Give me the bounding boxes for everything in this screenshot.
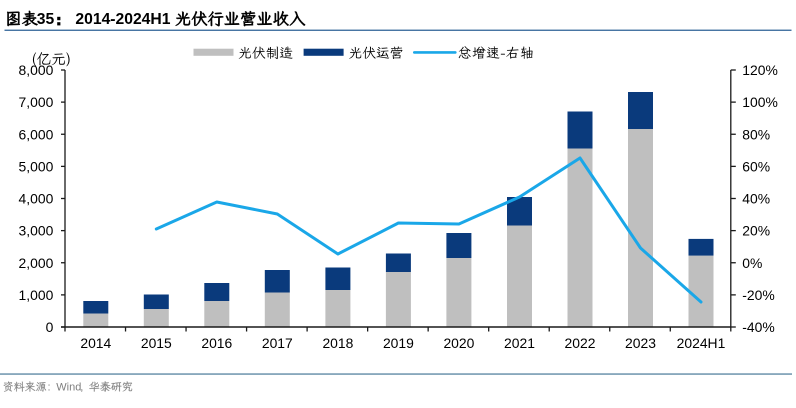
svg-text:0: 0 (46, 319, 54, 335)
svg-text:5,000: 5,000 (19, 158, 54, 174)
svg-text:,: , (80, 382, 83, 394)
svg-text:2019: 2019 (383, 335, 414, 351)
svg-text:4,000: 4,000 (19, 191, 54, 207)
svg-text:0%: 0% (742, 255, 762, 271)
svg-text:2,000: 2,000 (19, 255, 54, 271)
svg-text::: : (48, 382, 51, 394)
svg-text:20%: 20% (742, 223, 770, 239)
svg-text:2021: 2021 (504, 335, 535, 351)
svg-text:3,000: 3,000 (19, 223, 54, 239)
svg-text:80%: 80% (742, 126, 770, 142)
svg-text:35: 35 (37, 11, 55, 28)
svg-text:-20%: -20% (742, 287, 774, 303)
svg-text:7,000: 7,000 (19, 94, 54, 110)
svg-text:60%: 60% (742, 158, 770, 174)
svg-text:2016: 2016 (201, 335, 232, 351)
svg-text:6,000: 6,000 (19, 126, 54, 142)
svg-text:2014: 2014 (80, 335, 111, 351)
svg-text:1,000: 1,000 (19, 287, 54, 303)
svg-text:2020: 2020 (443, 335, 474, 351)
svg-text:2022: 2022 (565, 335, 596, 351)
svg-text:2017: 2017 (262, 335, 293, 351)
svg-text:2018: 2018 (322, 335, 353, 351)
svg-text:Wind: Wind (56, 382, 81, 394)
svg-text:-40%: -40% (742, 319, 774, 335)
svg-text:2024H1: 2024H1 (677, 335, 726, 351)
svg-text:2023: 2023 (625, 335, 656, 351)
svg-text:2014-2024H1: 2014-2024H1 (75, 11, 170, 28)
svg-text:120%: 120% (742, 62, 778, 78)
svg-text:2015: 2015 (141, 335, 172, 351)
svg-text:40%: 40% (742, 191, 770, 207)
svg-text:8,000: 8,000 (19, 62, 54, 78)
svg-text:100%: 100% (742, 94, 778, 110)
